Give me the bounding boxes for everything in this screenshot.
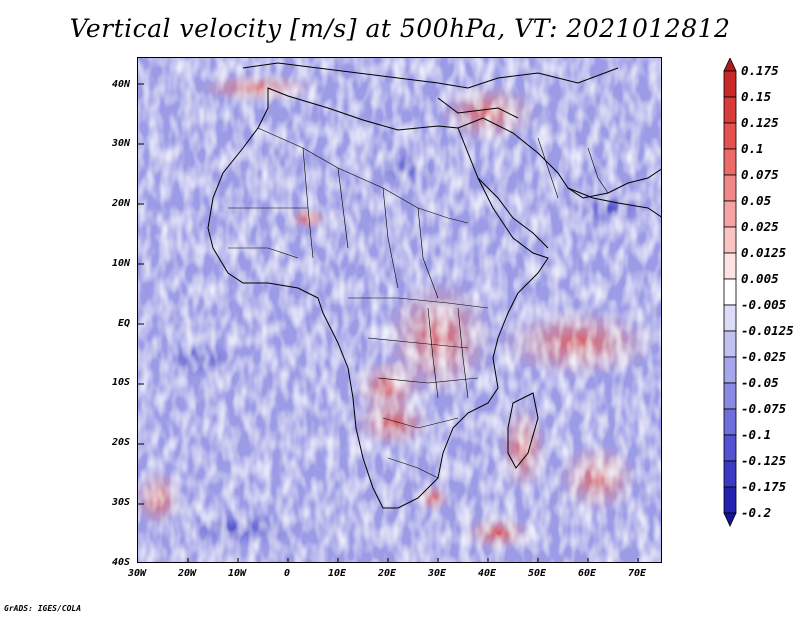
colorbar-tick-label: 0.075 [741,167,779,182]
colorbar-tick-label: 0.175 [741,63,779,78]
lat-label: 20N [111,198,130,209]
lat-label: 10N [111,258,130,269]
colorbar-swatch [723,486,737,514]
colorbar-tick-label: 0.125 [741,115,779,130]
lat-label: EQ [117,318,130,329]
colorbar-tick-label: 0.15 [741,89,772,104]
lon-label: 30W [127,568,147,579]
colorbar-swatch [723,226,737,254]
lon-label: 60E [577,568,597,579]
lon-label: 20E [377,568,397,579]
colorbar-swatch [723,148,737,176]
lat-label: 30N [111,138,130,149]
lon-label: 30E [427,568,447,579]
colorbar-swatch [723,382,737,410]
coastlines [207,62,661,509]
lat-label: 40S [111,557,130,568]
velocity-field [138,58,661,562]
colorbar-swatch [723,96,737,124]
colorbar-tick-label: -0.075 [741,401,787,416]
colorbar-swatch [723,200,737,228]
colorbar-swatch [723,252,737,280]
lat-label: 30S [111,497,130,508]
colorbar-tick-label: 0.0125 [741,245,787,260]
map-canvas [138,58,661,562]
lon-label: 10E [327,568,347,579]
lat-label: 40N [111,79,130,90]
lon-label: 20W [177,568,197,579]
lat-label: 20S [111,437,130,448]
colorbar-swatch [723,304,737,332]
colorbar-swatch [723,122,737,150]
colorbar-tick-label: -0.0125 [741,323,794,338]
colorbar-swatch [723,70,737,98]
colorbar [723,58,737,527]
lon-label: 40E [477,568,497,579]
graticule-ticks [138,83,639,562]
chart-title: Vertical velocity [m/s] at 500hPa, VT: 2… [69,14,731,43]
colorbar-tick-label: 0.05 [741,193,772,208]
colorbar-swatch [723,460,737,488]
colorbar-tick-label: -0.175 [741,479,787,494]
colorbar-min-arrow [723,512,737,527]
colorbar-swatch [723,356,737,384]
lon-label: 50E [527,568,547,579]
colorbar-tick-label: -0.1 [741,427,772,442]
colorbar-tick-label: 0.025 [741,219,779,234]
colorbar-max-arrow [723,58,737,72]
lat-label: 10S [111,377,130,388]
colorbar-tick-label: 0.005 [741,271,779,286]
footer-credit: GrADS: IGES/COLA [4,604,82,613]
colorbar-swatch [723,278,737,306]
country-borders [228,127,609,479]
lon-label: 10W [227,568,247,579]
colorbar-swatch [723,330,737,358]
vertical-velocity-map [137,57,662,563]
colorbar-swatch [723,434,737,462]
colorbar-tick-label: -0.005 [741,297,787,312]
colorbar-swatch [723,174,737,202]
colorbar-tick-label: -0.05 [741,375,779,390]
colorbar-swatch [723,408,737,436]
colorbar-tick-label: -0.125 [741,453,787,468]
colorbar-tick-label: -0.025 [741,349,787,364]
lon-label: 70E [627,568,647,579]
colorbar-tick-label: 0.1 [741,141,764,156]
lon-label: 0 [283,568,291,579]
colorbar-tick-label: -0.2 [741,505,772,520]
